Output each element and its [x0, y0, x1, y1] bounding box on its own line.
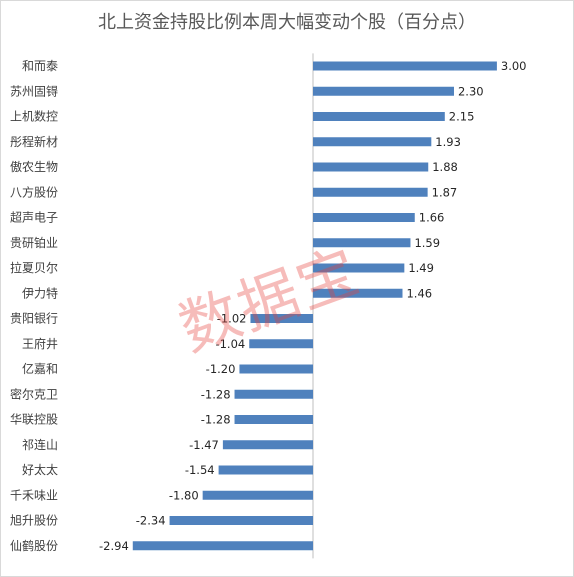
category-label: 上机数控 — [10, 109, 58, 124]
category-label: 千禾味业 — [10, 488, 58, 502]
category-label: 旭升股份 — [10, 514, 58, 528]
category-label: 祁连山 — [22, 437, 58, 452]
bar — [313, 238, 411, 248]
data-label: 2.15 — [449, 110, 475, 124]
bar — [313, 263, 405, 273]
data-label: -1.28 — [201, 413, 231, 427]
category-label: 亿嘉和 — [22, 361, 58, 376]
category-label: 华联控股 — [10, 413, 58, 427]
chart-title: 北上资金持股比例本周大幅变动个股（百分点） — [98, 12, 476, 33]
data-label: 1.66 — [419, 211, 445, 225]
bar — [313, 86, 454, 96]
data-label: 1.46 — [406, 286, 432, 300]
data-label: -1.80 — [169, 488, 199, 502]
category-label: 伊力特 — [22, 285, 58, 300]
data-label: -1.54 — [185, 463, 215, 477]
data-label: -1.04 — [215, 337, 245, 351]
data-label: -2.34 — [136, 514, 166, 528]
data-label: -1.02 — [217, 312, 247, 326]
bar — [234, 389, 313, 399]
bar — [313, 213, 415, 222]
category-label: 八方股份 — [10, 184, 58, 199]
bar — [132, 541, 313, 551]
category-label: 贵阳银行 — [10, 312, 58, 326]
bar — [313, 288, 403, 298]
category-label: 密尔克卫 — [10, 386, 58, 401]
data-label: 1.49 — [408, 261, 434, 275]
data-label: 1.93 — [435, 135, 461, 149]
data-label: 1.59 — [414, 236, 440, 250]
bar — [313, 137, 432, 147]
bar — [239, 364, 313, 374]
category-label: 贵研铂业 — [10, 235, 58, 250]
category-label: 超声电子 — [10, 210, 58, 225]
category-label: 仙鹤股份 — [10, 538, 58, 553]
bar — [313, 187, 428, 197]
data-label: 2.30 — [458, 84, 484, 98]
bar — [202, 490, 313, 500]
data-label: 3.00 — [501, 59, 527, 73]
bar — [169, 516, 313, 525]
category-label: 苏州固锝 — [10, 84, 58, 98]
category-label: 傲农生物 — [10, 159, 58, 174]
bar — [234, 415, 313, 424]
data-label: -2.94 — [99, 539, 129, 553]
category-label: 好太太 — [22, 462, 58, 477]
bar — [313, 162, 429, 172]
category-label: 拉夏贝尔 — [10, 260, 58, 275]
bar — [250, 314, 313, 323]
category-label: 王府井 — [22, 336, 58, 351]
category-label: 彤程新材 — [10, 134, 58, 149]
data-label: -1.47 — [189, 438, 219, 452]
data-label: -1.20 — [206, 362, 236, 376]
data-label: -1.28 — [201, 387, 231, 401]
data-label: 1.88 — [432, 160, 458, 174]
bar — [218, 465, 313, 475]
bar — [313, 61, 497, 71]
bar — [313, 112, 445, 121]
data-label: 1.87 — [432, 185, 458, 199]
category-label: 和而泰 — [22, 59, 58, 73]
bar — [222, 440, 313, 450]
bar — [249, 339, 313, 349]
